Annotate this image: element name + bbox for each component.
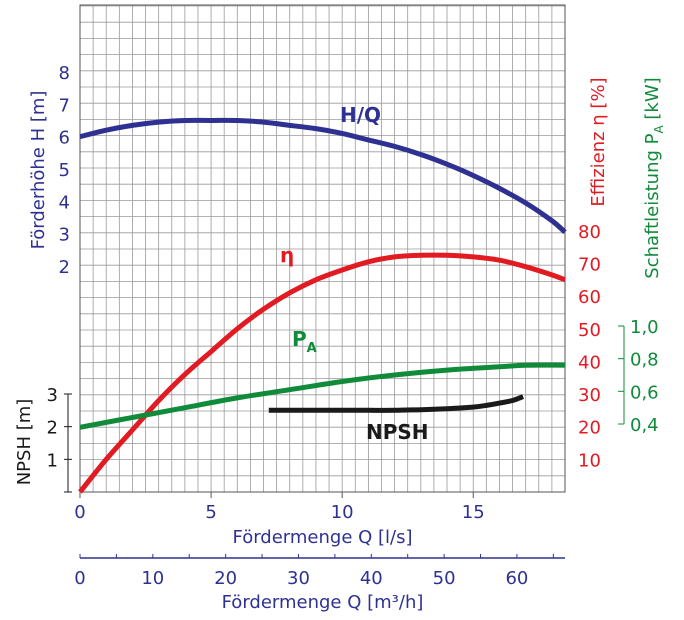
secondary-x-axis-label: Fördermenge Q [m³/h] xyxy=(222,592,424,613)
npsh-tick-label: 1 xyxy=(47,450,58,471)
x-tick-label: 5 xyxy=(205,502,216,523)
efficiency-tick-label: 30 xyxy=(578,385,601,406)
x-axis-label: Fördermenge Q [l/s] xyxy=(232,527,412,548)
efficiency-tick-label: 50 xyxy=(578,320,601,341)
npsh-tick-label: 3 xyxy=(47,385,58,406)
power-tick-label: 1,0 xyxy=(630,317,659,338)
head-tick-label: 8 xyxy=(59,63,70,84)
efficiency-tick-label: 20 xyxy=(578,418,601,439)
label-layer: H/Q η PA NPSH xyxy=(280,103,429,444)
series-layer xyxy=(78,117,567,494)
plot-frame xyxy=(79,4,566,493)
secondary-x-tick-label: 60 xyxy=(505,568,528,589)
efficiency-tick-label: 60 xyxy=(578,287,601,308)
grid-layer xyxy=(79,5,566,493)
x-tick-label: 10 xyxy=(331,502,354,523)
secondary-x-tick-label: 20 xyxy=(214,568,237,589)
head-tick-label: 6 xyxy=(59,128,70,149)
efficiency-tick-label: 80 xyxy=(578,222,601,243)
x-tick-label: 15 xyxy=(462,502,485,523)
head-axis-label: Förderhöhe H [m] xyxy=(28,91,49,250)
power-tick-label: 0,8 xyxy=(630,350,659,371)
frame-layer xyxy=(79,4,566,493)
series-line-power xyxy=(79,362,566,430)
series-line-npsh xyxy=(268,394,525,413)
secondary-x-tick-label: 40 xyxy=(360,568,383,589)
npsh-axis-label: NPSH [m] xyxy=(14,399,35,486)
efficiency-tick-label: 10 xyxy=(578,450,601,471)
power-tick-label: 0,6 xyxy=(630,382,659,403)
efficiency-axis-label: Effizienz η [%] xyxy=(588,77,609,206)
efficiency-tick-label: 40 xyxy=(578,352,601,373)
power-tick-label: 0,4 xyxy=(630,415,659,436)
head-tick-label: 5 xyxy=(59,160,70,181)
head-tick-label: 3 xyxy=(59,225,70,246)
secondary-x-tick-label: 30 xyxy=(287,568,310,589)
head-tick-label: 7 xyxy=(59,95,70,116)
head-tick-label: 4 xyxy=(59,192,70,213)
series-label-head: H/Q xyxy=(340,103,381,127)
series-label-power: PA xyxy=(292,327,317,356)
secondary-x-tick-label: 50 xyxy=(433,568,456,589)
power-axis-label: Schaftleistung PA [kW] xyxy=(642,77,666,278)
series-line-efficiency xyxy=(78,252,566,494)
series-line-head xyxy=(79,117,567,234)
efficiency-tick-label: 70 xyxy=(578,254,601,275)
x-tick-label: 0 xyxy=(74,502,85,523)
secondary-x-tick-label: 10 xyxy=(141,568,164,589)
series-label-efficiency: η xyxy=(280,243,294,267)
head-tick-label: 2 xyxy=(59,257,70,278)
npsh-tick-label: 2 xyxy=(47,418,58,439)
series-label-npsh: NPSH xyxy=(366,420,429,444)
secondary-x-tick-label: 0 xyxy=(74,568,85,589)
